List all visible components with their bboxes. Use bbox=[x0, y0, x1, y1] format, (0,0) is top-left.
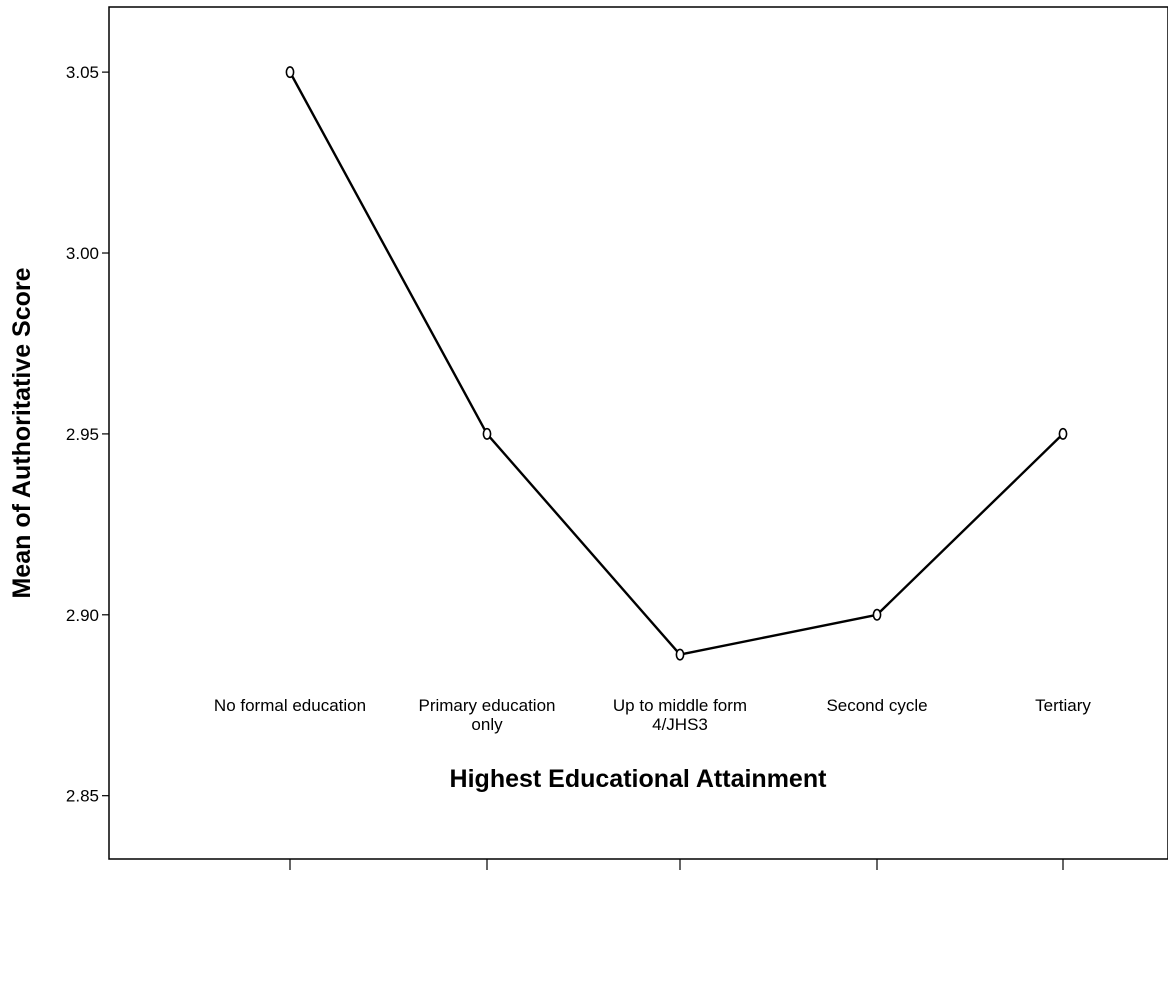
y-tick-label: 3.00 bbox=[66, 244, 99, 263]
series-line bbox=[288, 71, 1064, 656]
x-axis-ticks: No formal education Primary education only… bbox=[214, 696, 1091, 870]
y-tick-label: 3.05 bbox=[66, 63, 99, 82]
x-tick-label: Primary education only bbox=[418, 696, 555, 734]
y-tick-label: 2.85 bbox=[66, 787, 99, 806]
x-tick-label: Second cycle bbox=[826, 696, 927, 715]
data-point-marker bbox=[872, 608, 882, 621]
x-tick-label: No formal education bbox=[214, 696, 366, 715]
x-axis-title: Highest Educational Attainment bbox=[450, 765, 828, 793]
data-point-marker bbox=[675, 648, 685, 661]
x-tick-label: Tertiary bbox=[1035, 696, 1091, 715]
data-point-marker bbox=[482, 427, 492, 440]
x-tick-label: Up to middle form 4/JHS3 bbox=[613, 696, 747, 734]
y-tick-label: 2.90 bbox=[66, 606, 99, 625]
y-axis-ticks: 2.85 2.90 2.95 3.00 3.05 bbox=[66, 63, 109, 806]
y-tick-label: 2.95 bbox=[66, 425, 99, 444]
y-axis-title: Mean of Authoritative Score bbox=[8, 267, 36, 598]
data-point-marker bbox=[1058, 427, 1068, 440]
data-point-marker bbox=[285, 66, 295, 79]
series-layer bbox=[285, 66, 1068, 661]
plot-frame bbox=[108, 6, 1168, 860]
